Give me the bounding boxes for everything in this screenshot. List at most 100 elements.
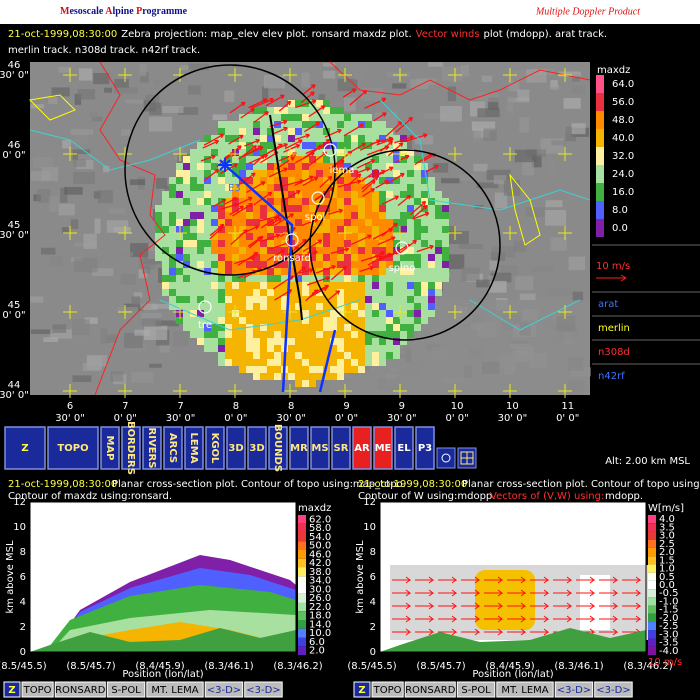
- panel-button-label[interactable]: Z: [8, 685, 15, 696]
- toolbar-button[interactable]: [184, 426, 204, 470]
- panel-button[interactable]: [21, 681, 54, 698]
- toolbar-button-label[interactable]: AR: [354, 443, 370, 454]
- radar-cell: [288, 296, 295, 303]
- toolbar-button[interactable]: [4, 426, 46, 470]
- panel-button-label[interactable]: <3-D>: [596, 685, 630, 696]
- panel-button[interactable]: [371, 681, 404, 698]
- radar-cell: [407, 170, 414, 177]
- panel-button-label[interactable]: TOPO: [23, 685, 52, 696]
- panel-button-label[interactable]: S-POL: [111, 685, 141, 696]
- radar-cell: [414, 247, 421, 254]
- wind-vector: [305, 146, 322, 155]
- toolbar-button-label[interactable]: MAP: [104, 435, 115, 460]
- radar-cell: [351, 191, 358, 198]
- radar-cell: [344, 226, 351, 233]
- scale-swatch: [648, 622, 656, 631]
- radar-cell: [407, 247, 414, 254]
- radar-cell: [365, 198, 372, 205]
- toolbar-button-label[interactable]: SR: [334, 443, 349, 454]
- toolbar-button[interactable]: [100, 426, 120, 470]
- toolbar-button-label[interactable]: ARCS: [167, 433, 178, 463]
- toolbar-button[interactable]: [142, 426, 162, 470]
- radar-cell: [253, 366, 260, 373]
- wind-vector: [553, 602, 573, 610]
- terrain-cell: [441, 178, 460, 184]
- toolbar-button-label[interactable]: TOPO: [57, 443, 88, 454]
- toolbar-button-label[interactable]: Z: [21, 443, 28, 454]
- toolbar-button[interactable]: [268, 426, 288, 470]
- panel-button[interactable]: [146, 681, 204, 698]
- radar-cell: [246, 352, 253, 359]
- radar-cell: [365, 205, 372, 212]
- toolbar-button[interactable]: [352, 426, 372, 470]
- panel-button-label[interactable]: Z: [358, 685, 365, 696]
- panel-button[interactable]: [554, 681, 594, 698]
- panel-button-label[interactable]: <3-D>: [557, 685, 591, 696]
- toolbar-button[interactable]: [226, 426, 246, 470]
- terrain-cell: [72, 375, 92, 383]
- panel-button[interactable]: [496, 681, 554, 698]
- scale-swatch: [298, 515, 306, 524]
- toolbar-button-label[interactable]: MR: [290, 443, 308, 454]
- toolbar-button[interactable]: [394, 426, 414, 470]
- toolbar-button-label[interactable]: ME: [375, 443, 392, 454]
- panel-button[interactable]: [54, 681, 106, 698]
- toolbar-button[interactable]: [47, 426, 99, 470]
- wind-arrowhead: [250, 255, 256, 261]
- panel-button-label[interactable]: TOPO: [373, 685, 402, 696]
- grid-cross: [338, 384, 352, 398]
- panel-button[interactable]: [3, 681, 21, 698]
- panel-button[interactable]: [204, 681, 244, 698]
- panel-button-label[interactable]: <3-D>: [207, 685, 241, 696]
- toolbar-button[interactable]: [373, 426, 393, 470]
- radar-cell: [288, 338, 295, 345]
- toolbar-button[interactable]: [205, 426, 225, 470]
- toolbar-button[interactable]: [331, 426, 351, 470]
- toolbar-button-label[interactable]: P3: [418, 443, 432, 454]
- toolbar-button[interactable]: [163, 426, 183, 470]
- panel-button-label[interactable]: RONSARD: [55, 685, 106, 696]
- radar-cell: [176, 219, 183, 226]
- radar-cell: [309, 170, 316, 177]
- toolbar-button-label[interactable]: 3D: [249, 443, 264, 454]
- radar-cell: [253, 149, 260, 156]
- radar-cell: [372, 219, 379, 226]
- panel-button[interactable]: [244, 681, 283, 698]
- toolbar-button-label[interactable]: KGOL: [209, 433, 220, 464]
- toolbar-button-label[interactable]: 3D: [228, 443, 243, 454]
- radar-cell: [400, 177, 407, 184]
- radar-cell: [365, 191, 372, 198]
- toolbar-button[interactable]: [247, 426, 267, 470]
- radar-cell: [386, 240, 393, 247]
- toolbar-button-label[interactable]: LEMA: [188, 433, 199, 464]
- toolbar-button-label[interactable]: BORDERS: [125, 421, 136, 475]
- panel-button[interactable]: [456, 681, 496, 698]
- radar-cell: [232, 275, 239, 282]
- panel-button[interactable]: [106, 681, 146, 698]
- radar-cell: [344, 128, 351, 135]
- y-tick-label: 8: [370, 547, 376, 558]
- toolbar-button-label[interactable]: RIVERS: [146, 428, 157, 469]
- panel-button-label[interactable]: MT. LEMA: [151, 685, 198, 696]
- radar-cell: [204, 156, 211, 163]
- toolbar-button-label[interactable]: BOUNDS: [272, 424, 283, 472]
- panel-button[interactable]: [353, 681, 371, 698]
- toolbar-button[interactable]: [436, 447, 456, 469]
- panel-button-label[interactable]: MT. LEMA: [501, 685, 548, 696]
- station-marker: [285, 233, 299, 247]
- toolbar-button[interactable]: [121, 426, 141, 470]
- radar-cell: [428, 261, 435, 268]
- panel-button-label[interactable]: <3-D>: [246, 685, 280, 696]
- panel-button-label[interactable]: RONSARD: [405, 685, 456, 696]
- toolbar-button[interactable]: [310, 426, 330, 470]
- radar-cell: [260, 254, 267, 261]
- radar-cell: [176, 289, 183, 296]
- panel-button[interactable]: [404, 681, 456, 698]
- panel-button-label[interactable]: S-POL: [461, 685, 491, 696]
- radar-cell: [169, 205, 176, 212]
- toolbar-button[interactable]: [415, 426, 435, 470]
- toolbar-button-label[interactable]: MS: [311, 443, 328, 454]
- panel-button[interactable]: [594, 681, 633, 698]
- toolbar-button[interactable]: [289, 426, 309, 470]
- toolbar-button-label[interactable]: EL: [397, 443, 411, 454]
